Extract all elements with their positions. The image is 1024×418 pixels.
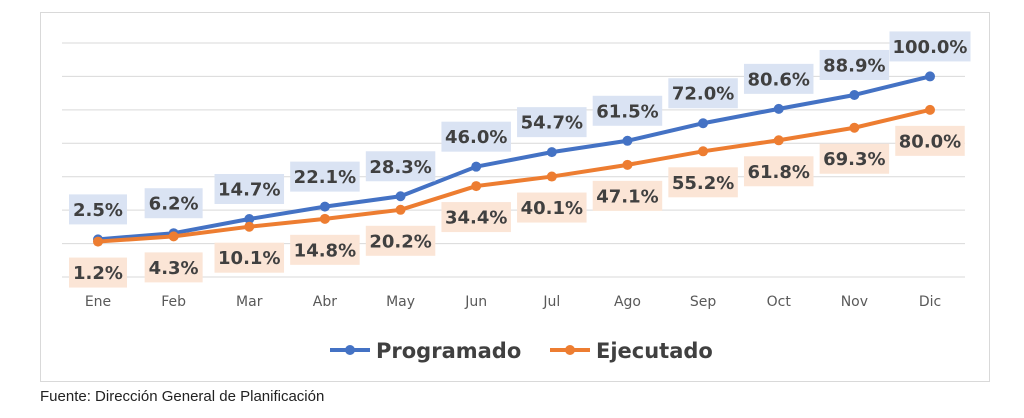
- data-label: 10.1%: [218, 248, 280, 269]
- x-tick-label: Ene: [85, 294, 111, 310]
- data-point: [925, 104, 935, 115]
- data-point: [773, 103, 784, 114]
- data-label-box: [365, 151, 436, 182]
- data-label-box: [144, 188, 203, 219]
- x-tick-label: Nov: [841, 294, 868, 310]
- x-tick-label: Dic: [919, 294, 941, 310]
- data-label: 47.1%: [596, 186, 658, 207]
- data-point: [925, 71, 935, 82]
- data-label: 80.6%: [748, 69, 810, 90]
- data-point: [471, 161, 482, 172]
- data-label-box: [214, 242, 285, 273]
- data-point: [773, 135, 784, 146]
- chart-frame: [40, 12, 990, 382]
- data-point: [471, 181, 482, 192]
- data-point: [168, 231, 179, 242]
- data-label-box: [819, 143, 890, 174]
- data-label-box: [668, 167, 738, 198]
- data-label: 100.0%: [893, 37, 968, 58]
- x-tick-label: Ago: [614, 294, 641, 310]
- data-label: 4.3%: [149, 258, 199, 279]
- data-point: [849, 122, 860, 133]
- x-tick-label: Oct: [767, 294, 792, 310]
- data-label-box: [69, 257, 127, 288]
- data-label: 61.8%: [748, 162, 810, 183]
- data-label: 14.8%: [294, 240, 356, 261]
- x-tick-label: Abr: [313, 294, 337, 310]
- data-label-box: [889, 31, 971, 62]
- data-point: [395, 191, 406, 202]
- data-point: [93, 236, 103, 247]
- legend-label: Programado: [376, 339, 521, 363]
- data-label: 2.5%: [73, 200, 123, 221]
- data-point: [546, 171, 557, 182]
- data-label-box: [144, 252, 203, 283]
- data-label-box: [743, 63, 814, 94]
- x-tick-label: Jul: [542, 294, 560, 310]
- data-label: 34.4%: [445, 208, 507, 229]
- legend-marker: [565, 345, 575, 355]
- data-point: [849, 89, 860, 100]
- data-label-box: [895, 125, 965, 156]
- data-label: 1.2%: [73, 263, 123, 284]
- data-label-box: [592, 180, 663, 211]
- data-point: [698, 146, 709, 157]
- data-label-box: [441, 202, 511, 233]
- series-line-programado: [97, 74, 931, 242]
- data-label-box: [290, 234, 360, 265]
- data-label-box: [69, 194, 127, 225]
- data-label-box: [290, 161, 360, 192]
- data-point: [622, 159, 633, 170]
- data-label: 80.0%: [899, 131, 961, 152]
- data-label: 61.5%: [596, 101, 658, 122]
- data-label-box: [743, 156, 814, 187]
- data-point: [622, 135, 633, 146]
- data-point: [244, 221, 255, 232]
- data-label: 72.0%: [672, 84, 734, 105]
- legend-label: Ejecutado: [596, 339, 713, 363]
- x-tick-label: Mar: [236, 294, 263, 310]
- data-label: 54.7%: [521, 113, 583, 134]
- x-tick-label: Sep: [690, 294, 717, 310]
- data-label-box: [668, 78, 738, 109]
- legend-marker: [345, 345, 355, 355]
- data-label-box: [517, 107, 587, 138]
- data-label: 46.0%: [445, 127, 507, 148]
- x-tick-label: Feb: [161, 294, 186, 310]
- data-label: 88.9%: [823, 55, 885, 76]
- data-label: 14.7%: [218, 180, 280, 201]
- series-line-ejecutado: [97, 107, 931, 244]
- data-point: [698, 118, 709, 129]
- data-label: 40.1%: [521, 198, 583, 219]
- source-note: Fuente: Dirección General de Planificaci…: [40, 388, 325, 405]
- data-label-box: [365, 225, 436, 256]
- data-label: 20.2%: [369, 231, 431, 252]
- data-label: 28.3%: [369, 157, 431, 178]
- x-tick-label: Jun: [464, 294, 487, 310]
- data-label: 69.3%: [823, 149, 885, 170]
- data-point: [395, 204, 406, 215]
- x-tick-label: May: [386, 294, 415, 310]
- data-label: 6.2%: [149, 194, 199, 215]
- data-label-box: [214, 174, 285, 205]
- data-label-box: [592, 95, 663, 126]
- data-point: [319, 201, 330, 212]
- data-label-box: [819, 49, 890, 80]
- data-point: [546, 147, 557, 158]
- data-point: [244, 214, 255, 225]
- data-label: 55.2%: [672, 173, 734, 194]
- data-point: [319, 213, 330, 224]
- data-label: 22.1%: [294, 167, 356, 188]
- data-label-box: [517, 192, 587, 223]
- data-label-box: [441, 121, 511, 152]
